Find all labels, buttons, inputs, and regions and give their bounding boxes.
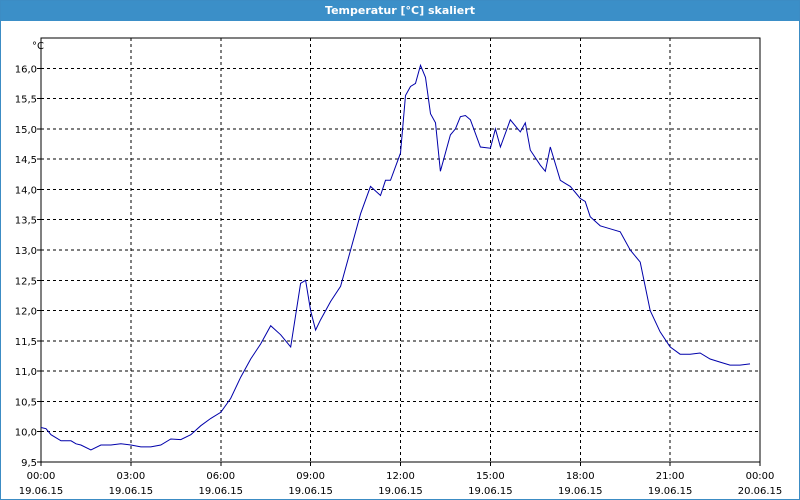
x-tick-date-label: 19.06.15 — [558, 486, 603, 497]
temperature-series-line — [40, 63, 751, 451]
y-tick-label: 10,0 — [15, 428, 37, 439]
y-tick-label: 12,5 — [15, 276, 37, 287]
y-tick-label: 14,5 — [15, 155, 37, 166]
x-tick-time-label: 03:00 — [116, 471, 145, 482]
x-tick-time-label: 00:00 — [27, 471, 56, 482]
y-tick-label: 14,0 — [15, 185, 37, 196]
x-tick-date-label: 19.06.15 — [198, 486, 243, 497]
y-tick-label: 13,5 — [15, 216, 37, 227]
plot-frame — [40, 37, 761, 463]
x-tick-date-label: 19.06.15 — [378, 486, 423, 497]
x-tick-date-label: 19.06.15 — [19, 486, 64, 497]
y-tick-label: 10,5 — [15, 397, 37, 408]
x-tick-time-label: 12:00 — [386, 471, 415, 482]
y-tick-label: 15,0 — [15, 125, 37, 136]
x-tick-time-label: 06:00 — [206, 471, 235, 482]
x-tick-time-label: 21:00 — [656, 471, 685, 482]
x-tick-time-label: 15:00 — [476, 471, 505, 482]
y-tick-label: 15,5 — [15, 95, 37, 106]
x-tick-time-label: 18:00 — [566, 471, 595, 482]
window-title: Temperatur [°C] skaliert — [1, 1, 799, 21]
x-tick-time-label: 00:00 — [746, 471, 775, 482]
x-tick-date-label: 20.06.15 — [738, 486, 783, 497]
y-axis-unit: °C — [32, 41, 44, 52]
y-tick-label: 13,0 — [15, 246, 37, 257]
x-tick-date-label: 19.06.15 — [109, 486, 154, 497]
y-tick-label: 12,0 — [15, 307, 37, 318]
y-tick-label: 16,0 — [15, 64, 37, 75]
x-tick-date-label: 19.06.15 — [648, 486, 693, 497]
y-tick-label: 9,5 — [21, 458, 37, 469]
x-tick-time-label: 09:00 — [296, 471, 325, 482]
x-tick-date-label: 19.06.15 — [288, 486, 333, 497]
x-tick-date-label: 19.06.15 — [468, 486, 513, 497]
y-tick-label: 11,5 — [15, 337, 37, 348]
y-tick-label: 11,0 — [15, 367, 37, 378]
